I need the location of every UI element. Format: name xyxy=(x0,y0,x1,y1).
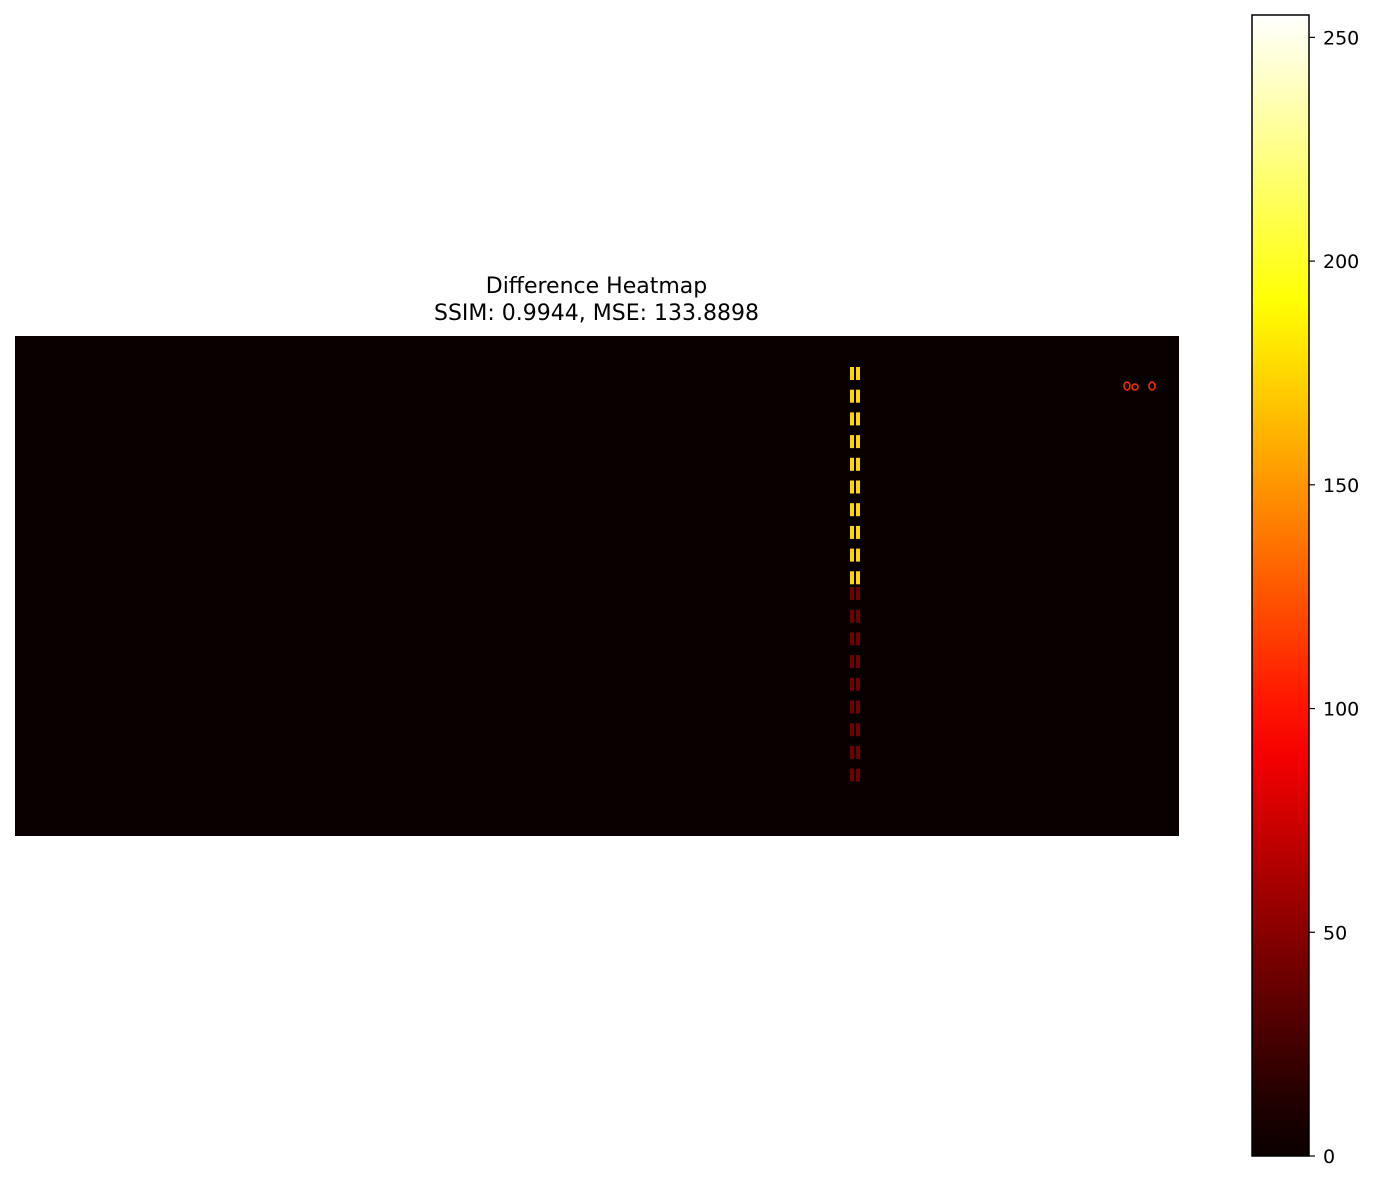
lower-dash-segment xyxy=(856,768,860,782)
upper-dash-segment xyxy=(856,367,860,380)
heatmap-image xyxy=(15,336,1179,836)
upper-dash-segment xyxy=(850,571,854,585)
upper-dash-segment xyxy=(850,503,854,517)
lower-dash-segment xyxy=(856,655,860,669)
upper-dash-segment xyxy=(850,435,854,449)
upper-dash-segment xyxy=(856,435,860,449)
upper-dash-segment xyxy=(850,367,854,380)
upper-dash-segment xyxy=(856,389,860,403)
lower-dash-segment xyxy=(850,768,854,782)
upper-dash-segment xyxy=(850,412,854,426)
lower-dash-segment xyxy=(856,700,860,714)
upper-dash-segment xyxy=(850,457,854,471)
colorbar-tick-label: 50 xyxy=(1323,922,1347,944)
upper-dash-segment xyxy=(856,571,860,585)
lower-dash-segment xyxy=(850,700,854,714)
text-diff-glyph xyxy=(1148,381,1156,391)
text-diff-glyph xyxy=(1123,381,1131,391)
upper-dash-segment xyxy=(856,525,860,539)
upper-dash-segment xyxy=(856,412,860,426)
upper-dash-segment xyxy=(850,389,854,403)
colorbar-tick-label: 250 xyxy=(1323,27,1359,49)
lower-dash-segment xyxy=(850,632,854,646)
colorbar-tick-label: 0 xyxy=(1323,1146,1335,1168)
upper-dashed-line xyxy=(850,367,860,585)
lower-dash-segment xyxy=(856,677,860,691)
lower-dash-segment xyxy=(856,609,860,623)
upper-dash-segment xyxy=(850,480,854,494)
lower-dash-segment xyxy=(850,609,854,623)
lower-dash-segment xyxy=(850,745,854,759)
lower-dash-segment xyxy=(850,587,854,600)
lower-dash-segment xyxy=(856,587,860,600)
upper-dash-segment xyxy=(856,548,860,562)
colorbar-tick-label: 150 xyxy=(1323,475,1359,497)
colorbar-tick-label: 100 xyxy=(1323,699,1359,721)
heatmap-background xyxy=(15,336,1179,836)
chart-subtitle: SSIM: 0.9944, MSE: 133.8898 xyxy=(434,301,759,326)
colorbar-tick-label: 200 xyxy=(1323,251,1359,273)
colorbar: 0 50 100 150 200 250 xyxy=(1251,14,1359,1168)
text-diff-glyph xyxy=(1131,383,1139,391)
upper-dash-segment xyxy=(856,457,860,471)
upper-dash-segment xyxy=(856,480,860,494)
lower-dash-segment xyxy=(856,632,860,646)
lower-dash-segment xyxy=(850,655,854,669)
lower-dash-segment xyxy=(850,677,854,691)
lower-dash-segment xyxy=(850,723,854,737)
upper-dash-segment xyxy=(856,503,860,517)
lower-dash-segment xyxy=(856,723,860,737)
lower-dash-segment xyxy=(856,745,860,759)
lower-dashed-line xyxy=(850,587,860,782)
upper-dash-segment xyxy=(850,525,854,539)
text-difference-mark xyxy=(1123,381,1156,391)
upper-dash-segment xyxy=(850,548,854,562)
colorbar-gradient xyxy=(1251,14,1310,1157)
chart-title: Difference Heatmap xyxy=(485,274,708,299)
